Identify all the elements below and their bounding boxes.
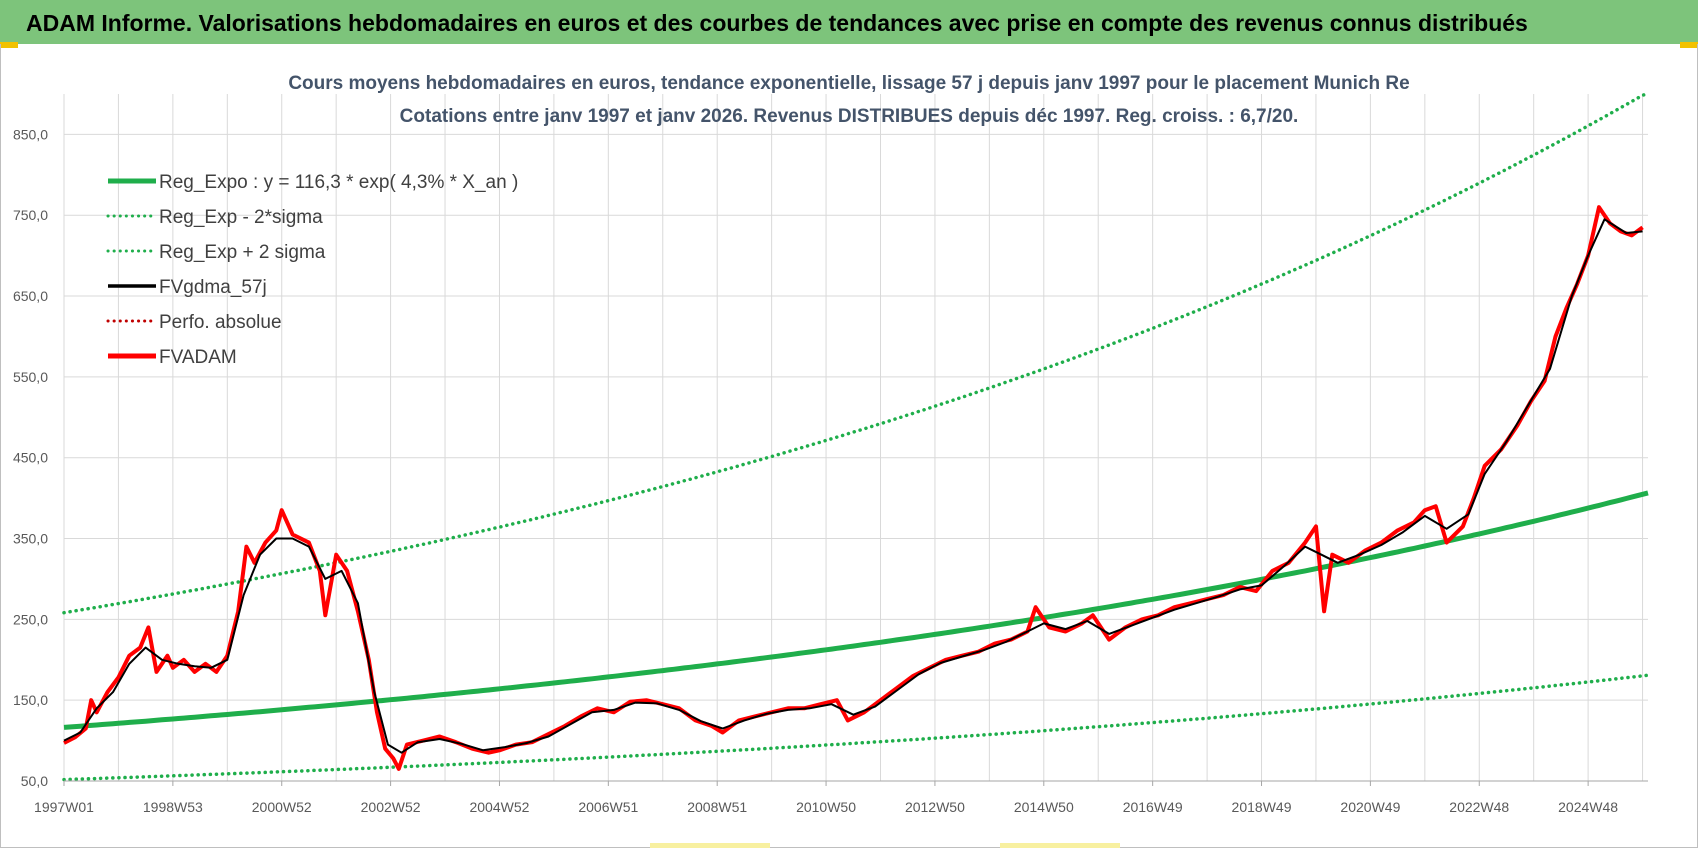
legend-label: Reg_Expo : y = 116,3 * exp( 4,3% * X_an … — [159, 172, 518, 193]
y-tick-label: 150,0 — [13, 692, 48, 708]
legend: Reg_Expo : y = 116,3 * exp( 4,3% * X_an … — [106, 172, 518, 368]
x-tick-label: 1997W01 — [34, 799, 94, 815]
chart-title-line1: Cours moyens hebdomadaires en euros, ten… — [288, 73, 1409, 94]
y-tick-label: 350,0 — [13, 531, 48, 547]
axes: 50,0 150,0 250,0 350,0 450,0 550,0 650,0 750,0 8… — [13, 126, 1648, 815]
x-tick-label: 2024W48 — [1558, 799, 1618, 815]
y-tick-label: 650,0 — [13, 288, 48, 304]
y-tick-label: 550,0 — [13, 369, 48, 385]
bottom-marker-left — [650, 843, 770, 848]
trend-plus-2-sigma-line — [62, 92, 1650, 615]
trend-curves — [62, 92, 1650, 782]
x-tick-label: 2022W48 — [1449, 799, 1509, 815]
y-tick-label: 750,0 — [13, 207, 48, 223]
legend-label: FVgdma_57j — [159, 277, 267, 298]
legend-label: Reg_Exp + 2 sigma — [159, 242, 326, 263]
x-tick-label: 2002W52 — [361, 799, 421, 815]
trend-exponential-line — [63, 490, 1649, 730]
x-tick-label: 2016W49 — [1123, 799, 1183, 815]
y-tick-label: 250,0 — [13, 611, 48, 627]
banner-right-marker — [1680, 42, 1698, 48]
x-tick-label: 2008W51 — [687, 799, 747, 815]
bottom-marker-right — [1000, 843, 1120, 848]
legend-label: Reg_Exp - 2*sigma — [159, 207, 323, 228]
y-tick-label: 450,0 — [13, 450, 48, 466]
x-tick-label: 2018W49 — [1232, 799, 1292, 815]
fvadam-line — [63, 205, 1644, 771]
x-tick-label: 2014W50 — [1014, 799, 1074, 815]
x-tick-label: 2012W50 — [905, 799, 965, 815]
legend-label: FVADAM — [159, 347, 237, 368]
chart-title-line2: Cotations entre janv 1997 et janv 2026. … — [400, 106, 1299, 127]
x-tick-label: 2004W52 — [469, 799, 529, 815]
x-tick-label: 2020W49 — [1340, 799, 1400, 815]
x-tick-label: 2006W51 — [578, 799, 638, 815]
y-tick-label: 850,0 — [13, 126, 48, 142]
report-title-banner: ADAM Informe. Valorisations hebdomadaire… — [0, 0, 1698, 44]
trend-minus-2-sigma-line — [62, 673, 1650, 782]
x-tick-label: 1998W53 — [143, 799, 203, 815]
fvgdma-57j-line — [63, 218, 1643, 754]
banner-left-marker — [0, 42, 18, 48]
x-tick-label: 2000W52 — [252, 799, 312, 815]
price-series — [63, 205, 1644, 771]
y-tick-label: 50,0 — [21, 773, 48, 789]
grid — [63, 94, 1648, 782]
x-tick-label: 2010W50 — [796, 799, 856, 815]
legend-label: Perfo. absolue — [159, 312, 282, 333]
